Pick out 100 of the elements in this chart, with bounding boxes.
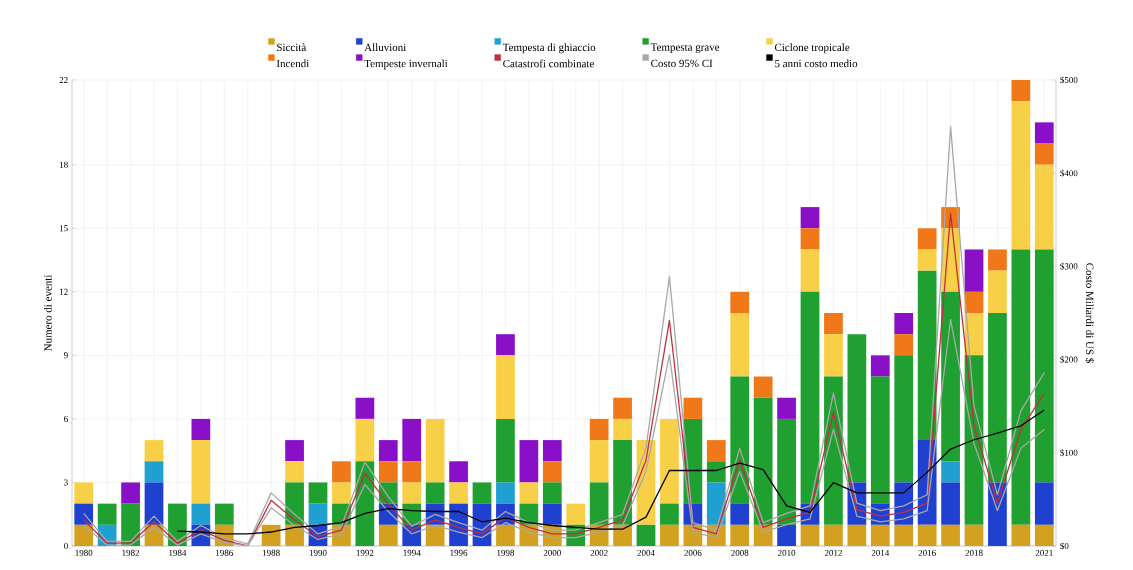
bar bbox=[355, 418, 375, 462]
bar bbox=[519, 440, 539, 483]
bar bbox=[730, 524, 750, 546]
x-tick-label: 1988 bbox=[262, 549, 280, 556]
bar bbox=[964, 249, 984, 292]
bar bbox=[285, 524, 304, 546]
bar bbox=[964, 524, 984, 546]
bar bbox=[870, 376, 890, 504]
bar bbox=[378, 440, 398, 462]
x-tick-label: 2014 bbox=[871, 549, 890, 556]
x-tick-label: 2010 bbox=[778, 549, 796, 556]
bar bbox=[425, 524, 445, 546]
bar bbox=[308, 503, 328, 525]
bar bbox=[988, 313, 1007, 483]
bar bbox=[800, 524, 820, 546]
bar bbox=[917, 270, 937, 441]
bar bbox=[355, 397, 375, 419]
x-tick-label: 2021 bbox=[1035, 549, 1053, 556]
line-series bbox=[83, 125, 1045, 545]
bar bbox=[1011, 80, 1031, 102]
bar bbox=[191, 440, 211, 504]
bar bbox=[589, 482, 609, 525]
line-series bbox=[83, 212, 1045, 546]
legend-label: Alluvioni bbox=[364, 43, 407, 52]
bar bbox=[332, 461, 351, 483]
bar bbox=[496, 418, 515, 483]
bar bbox=[191, 418, 211, 441]
bar bbox=[402, 461, 422, 483]
y2-tick-label: $300 bbox=[1060, 262, 1078, 270]
bar bbox=[941, 482, 960, 525]
x-tick-label: 1986 bbox=[216, 549, 233, 556]
bar bbox=[988, 270, 1007, 313]
bar bbox=[753, 397, 773, 525]
bar bbox=[402, 482, 422, 504]
bar bbox=[800, 291, 820, 504]
y-tick-label: 0 bbox=[64, 542, 68, 550]
bar bbox=[496, 482, 515, 504]
bar bbox=[332, 482, 351, 504]
bar bbox=[613, 418, 632, 441]
bar bbox=[777, 524, 796, 546]
x-tick-label: 2000 bbox=[543, 549, 561, 556]
bar bbox=[683, 397, 703, 419]
bar bbox=[917, 228, 937, 250]
bar bbox=[964, 291, 984, 313]
y-tick-label: 12 bbox=[59, 288, 68, 295]
bar bbox=[74, 482, 94, 504]
bar bbox=[847, 524, 867, 546]
bar bbox=[496, 355, 515, 419]
bar bbox=[285, 461, 304, 483]
bar bbox=[941, 461, 960, 483]
y2-tick-label: $0 bbox=[1060, 542, 1069, 550]
bar bbox=[917, 249, 937, 271]
bar bbox=[660, 524, 679, 546]
y2-axis-title: Costo Miliardi di US $ bbox=[1085, 263, 1095, 363]
bar bbox=[613, 397, 632, 419]
legend-label: Incendi bbox=[276, 59, 310, 68]
bar bbox=[121, 482, 140, 504]
x-tick-label: 1982 bbox=[122, 549, 140, 556]
bar bbox=[285, 482, 304, 525]
legend-label: Tempesta di ghiaccio bbox=[502, 43, 596, 54]
bar bbox=[542, 461, 562, 483]
bar bbox=[496, 524, 515, 546]
bar bbox=[753, 524, 773, 546]
bar bbox=[660, 418, 679, 504]
x-tick-label: 2008 bbox=[731, 549, 749, 556]
bar bbox=[730, 376, 750, 504]
bar bbox=[613, 524, 632, 546]
bar bbox=[74, 524, 94, 546]
x-tick-label: 1996 bbox=[450, 549, 468, 556]
legend-label: Catastrofi combinate bbox=[503, 59, 594, 68]
bar bbox=[753, 376, 773, 398]
bar bbox=[730, 291, 750, 313]
bar bbox=[191, 503, 211, 525]
bar bbox=[824, 524, 843, 546]
x-tick-label: 1992 bbox=[356, 549, 374, 556]
y-tick-label: 9 bbox=[63, 352, 68, 359]
bar bbox=[285, 440, 304, 462]
y-tick-label: 22 bbox=[59, 77, 68, 83]
bar bbox=[730, 313, 750, 377]
x-tick-label: 2002 bbox=[590, 549, 608, 556]
y2-tick-label: $400 bbox=[1060, 169, 1078, 177]
bar bbox=[449, 482, 468, 504]
bar bbox=[800, 207, 820, 229]
bar bbox=[870, 355, 890, 377]
bar bbox=[1034, 122, 1054, 144]
bar bbox=[706, 461, 726, 483]
bar bbox=[472, 482, 492, 504]
bar bbox=[144, 461, 164, 483]
x-tick-label: 1998 bbox=[497, 549, 515, 556]
bar bbox=[894, 524, 914, 546]
x-tick-label: 2016 bbox=[918, 549, 936, 556]
y-axis-title: Numero di eventi bbox=[43, 274, 52, 352]
bar bbox=[800, 249, 820, 292]
x-tick-label: 2012 bbox=[824, 549, 842, 556]
bar bbox=[894, 355, 914, 483]
x-tick-label: 1994 bbox=[403, 549, 421, 556]
y-tick-label: 15 bbox=[59, 225, 68, 232]
bar bbox=[308, 482, 328, 504]
x-tick-label: 1980 bbox=[75, 549, 93, 556]
legend-label: Ciclone tropicale bbox=[774, 43, 850, 54]
